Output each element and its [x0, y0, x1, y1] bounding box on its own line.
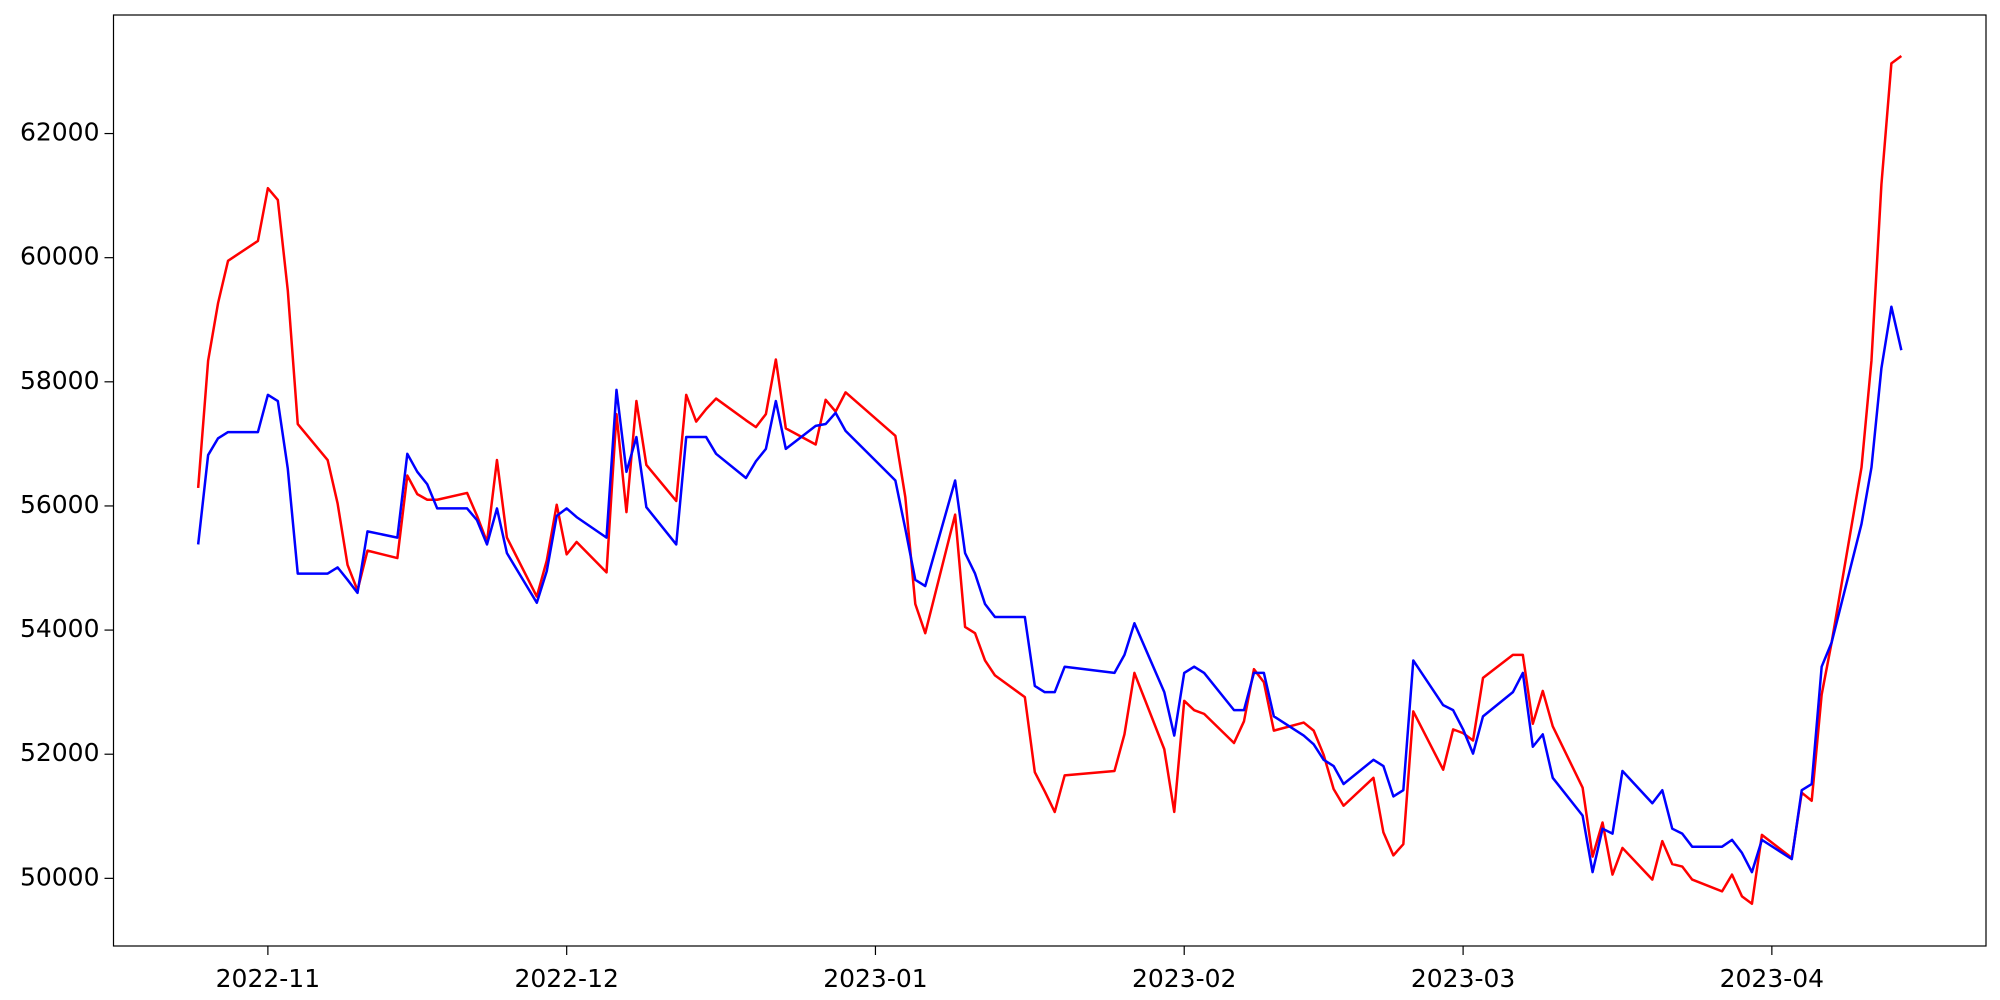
- x-tick-label: 2023-02: [1132, 964, 1236, 993]
- x-tick-label: 2023-03: [1411, 964, 1515, 993]
- y-tick-label: 50000: [20, 862, 100, 891]
- y-tick-label: 60000: [20, 242, 100, 271]
- y-tick-label: 54000: [20, 614, 100, 643]
- x-tick-label: 2022-11: [216, 964, 320, 993]
- x-tick-label: 2022-12: [514, 964, 618, 993]
- y-tick-label: 62000: [20, 118, 100, 147]
- x-tick-label: 2023-04: [1720, 964, 1824, 993]
- y-tick-label: 52000: [20, 738, 100, 767]
- plot-frame: [112, 14, 1987, 947]
- x-tick-label: 2023-01: [823, 964, 927, 993]
- series-line: [196, 305, 1903, 874]
- y-tick-label: 58000: [20, 366, 100, 395]
- series-line: [196, 54, 1903, 906]
- y-tick-label: 56000: [20, 490, 100, 519]
